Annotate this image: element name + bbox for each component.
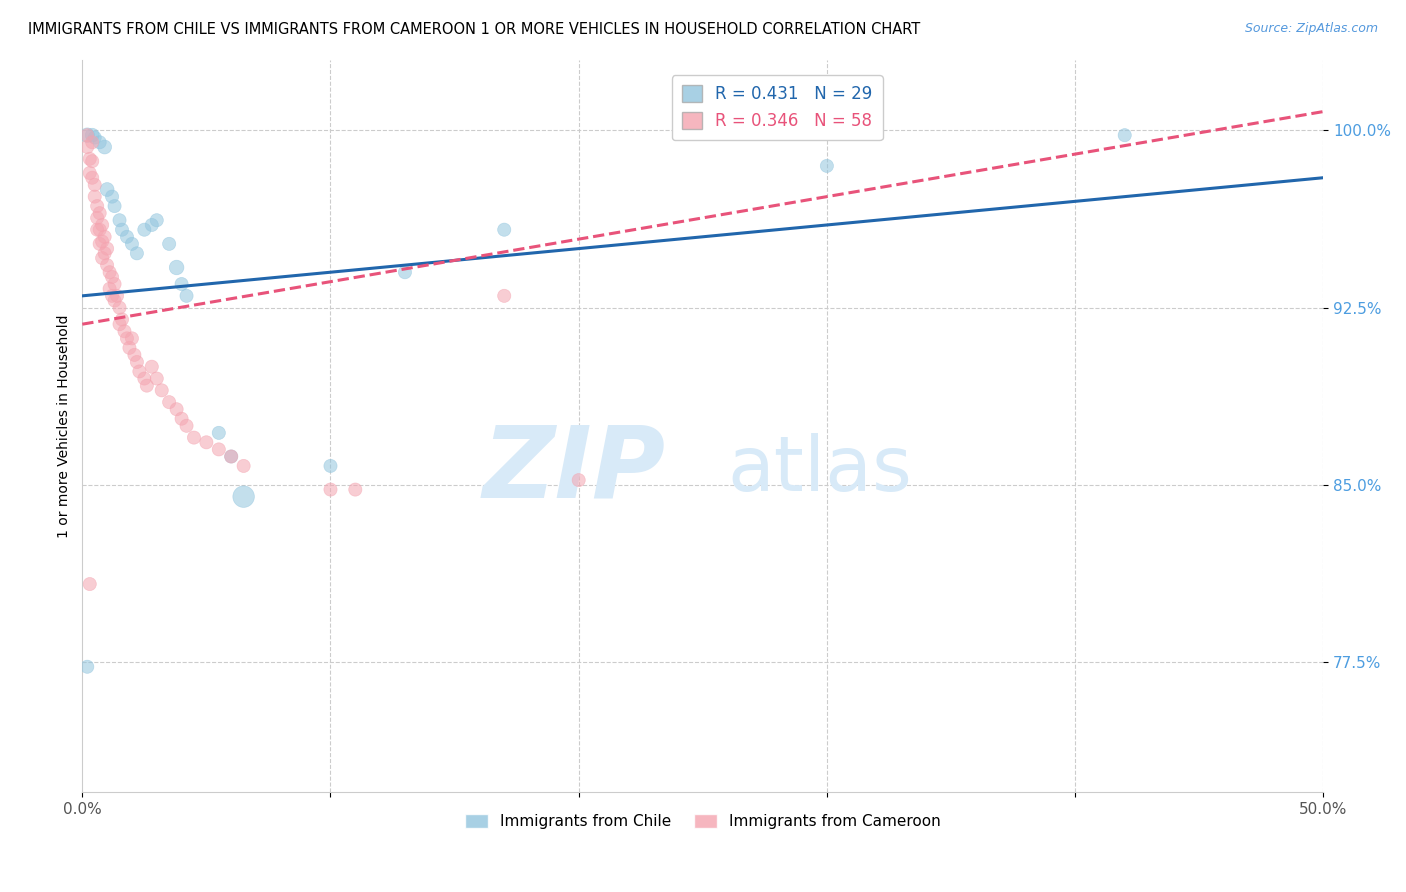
Point [195, 435, 218, 450]
Point [82, 128, 104, 143]
Point [319, 483, 342, 497]
Point [79, 577, 101, 591]
Point [183, 431, 205, 445]
Point [124, 348, 146, 362]
Point [79, 166, 101, 180]
Point [86, 211, 108, 225]
Point [494, 289, 516, 303]
Point [103, 277, 125, 291]
Point [219, 450, 242, 464]
Text: Source: ZipAtlas.com: Source: ZipAtlas.com [1244, 22, 1378, 36]
Point [96, 182, 118, 196]
Point [98, 282, 121, 296]
Point [79, 152, 101, 166]
Point [89, 236, 111, 251]
Point [208, 442, 231, 457]
Point [125, 246, 148, 260]
Point [76, 659, 98, 673]
Point [344, 483, 367, 497]
Point [101, 289, 124, 303]
Point [166, 402, 188, 417]
Text: atlas: atlas [727, 433, 912, 507]
Point [115, 229, 138, 244]
Point [93, 140, 115, 154]
Point [176, 418, 198, 433]
Point [134, 223, 156, 237]
Point [208, 425, 231, 440]
Point [157, 395, 180, 409]
Point [232, 458, 254, 473]
Point [98, 265, 121, 279]
Text: IMMIGRANTS FROM CHILE VS IMMIGRANTS FROM CAMEROON 1 OR MORE VEHICLES IN HOUSEHOL: IMMIGRANTS FROM CHILE VS IMMIGRANTS FROM… [28, 22, 921, 37]
Point [76, 128, 98, 143]
Point [91, 218, 114, 232]
Point [157, 236, 180, 251]
Point [176, 289, 198, 303]
Point [105, 289, 128, 303]
Point [166, 260, 188, 275]
Point [219, 450, 242, 464]
Point [111, 312, 134, 326]
Point [108, 213, 131, 227]
Point [114, 324, 136, 338]
Point [93, 229, 115, 244]
Point [82, 136, 104, 150]
Point [89, 136, 111, 150]
Point [170, 277, 193, 291]
Point [232, 490, 254, 504]
Point [83, 178, 105, 192]
Text: ZIP: ZIP [482, 421, 665, 518]
Point [101, 189, 124, 203]
Point [141, 218, 163, 232]
Point [135, 378, 157, 392]
Point [108, 317, 131, 331]
Point [82, 170, 104, 185]
Point [121, 236, 143, 251]
Point [76, 128, 98, 143]
Point [103, 293, 125, 308]
Point [83, 130, 105, 145]
Point [150, 384, 173, 398]
Point [128, 364, 150, 378]
Point [145, 371, 167, 385]
Point [83, 189, 105, 203]
Point [121, 331, 143, 345]
Point [319, 458, 342, 473]
Point [76, 140, 98, 154]
Point [394, 265, 416, 279]
Point [815, 159, 838, 173]
Point [134, 371, 156, 385]
Point [91, 235, 114, 249]
Point [494, 223, 516, 237]
Point [111, 223, 134, 237]
Point [125, 355, 148, 369]
Point [568, 473, 591, 487]
Point [103, 199, 125, 213]
Point [115, 331, 138, 345]
Point [141, 359, 163, 374]
Point [86, 199, 108, 213]
Point [170, 411, 193, 425]
Point [96, 258, 118, 272]
Y-axis label: 1 or more Vehicles in Household: 1 or more Vehicles in Household [58, 314, 72, 538]
Point [101, 269, 124, 284]
Point [108, 301, 131, 315]
Point [93, 246, 115, 260]
Point [91, 251, 114, 265]
Point [1114, 128, 1136, 143]
Point [96, 242, 118, 256]
Point [82, 154, 104, 169]
Point [145, 213, 167, 227]
Point [89, 223, 111, 237]
Legend: Immigrants from Chile, Immigrants from Cameroon: Immigrants from Chile, Immigrants from C… [458, 808, 948, 836]
Point [89, 206, 111, 220]
Point [86, 223, 108, 237]
Point [118, 341, 141, 355]
